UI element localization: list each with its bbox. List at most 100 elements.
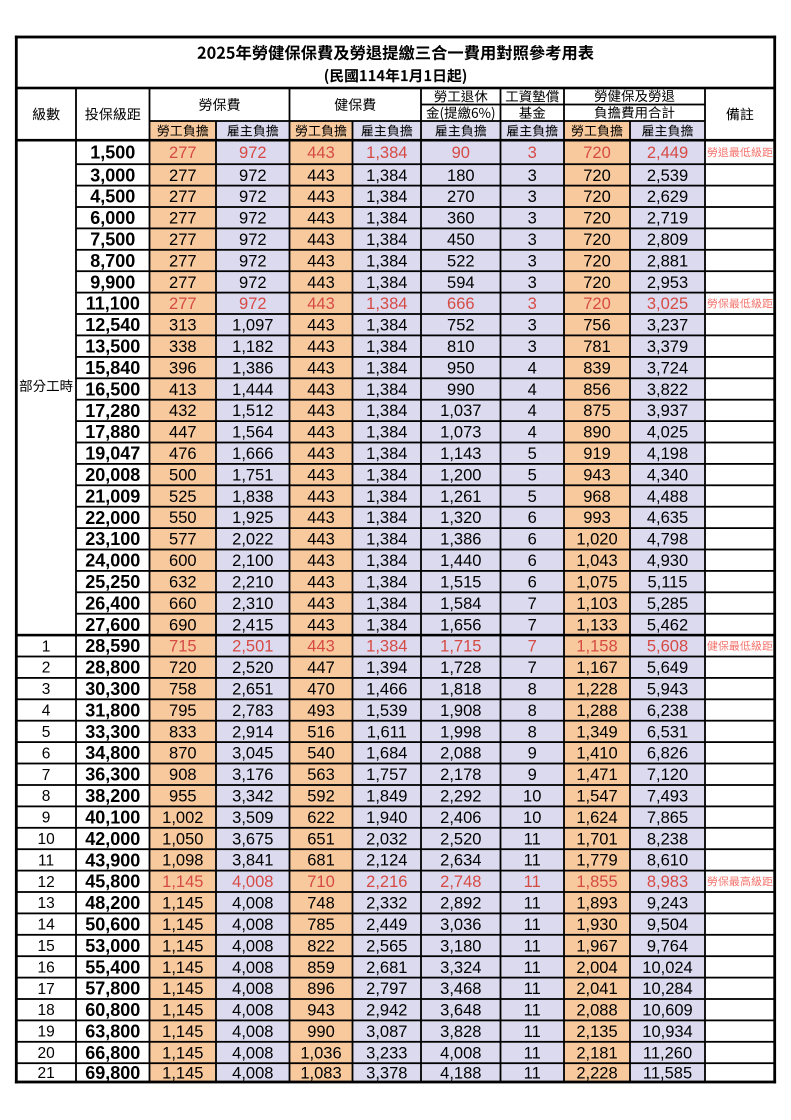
svg-text:1,512: 1,512	[232, 402, 273, 420]
svg-text:1,466: 1,466	[366, 681, 407, 699]
svg-text:1,200: 1,200	[440, 466, 481, 484]
svg-text:443: 443	[307, 488, 335, 506]
svg-text:17: 17	[37, 981, 54, 998]
svg-text:1,075: 1,075	[576, 574, 617, 592]
svg-text:12: 12	[37, 874, 54, 891]
svg-text:48,200: 48,200	[85, 893, 140, 913]
svg-text:11: 11	[524, 959, 541, 977]
svg-text:63,800: 63,800	[85, 1022, 140, 1042]
svg-text:2,210: 2,210	[232, 574, 273, 592]
svg-text:4,008: 4,008	[232, 1044, 273, 1062]
svg-text:2,449: 2,449	[647, 144, 688, 162]
svg-text:1,384: 1,384	[366, 338, 407, 356]
svg-text:450: 450	[447, 231, 475, 249]
svg-text:17,880: 17,880	[85, 422, 140, 442]
svg-text:11: 11	[524, 1002, 541, 1020]
svg-text:50,600: 50,600	[85, 915, 140, 935]
svg-text:21: 21	[37, 1065, 54, 1082]
svg-text:943: 943	[583, 466, 611, 484]
svg-text:443: 443	[307, 595, 335, 613]
svg-text:859: 859	[307, 959, 335, 977]
svg-text:53,000: 53,000	[85, 936, 140, 956]
svg-text:875: 875	[583, 402, 611, 420]
svg-text:8,700: 8,700	[90, 251, 135, 271]
svg-text:470: 470	[307, 681, 335, 699]
svg-text:3: 3	[528, 231, 537, 249]
svg-text:5: 5	[528, 445, 537, 463]
svg-text:1,288: 1,288	[576, 702, 617, 720]
svg-text:6,826: 6,826	[647, 745, 688, 763]
svg-text:1,145: 1,145	[162, 937, 203, 955]
svg-text:2,228: 2,228	[576, 1065, 617, 1083]
svg-text:785: 785	[307, 916, 335, 934]
svg-text:1,103: 1,103	[576, 595, 617, 613]
svg-text:28,800: 28,800	[85, 658, 140, 678]
svg-text:1,998: 1,998	[440, 723, 481, 741]
svg-text:4,008: 4,008	[232, 959, 273, 977]
svg-text:5,285: 5,285	[647, 595, 688, 613]
svg-text:57,800: 57,800	[85, 979, 140, 999]
svg-text:1,133: 1,133	[576, 616, 617, 634]
svg-text:443: 443	[307, 552, 335, 570]
svg-text:1,384: 1,384	[366, 616, 407, 634]
svg-text:2,088: 2,088	[440, 745, 481, 763]
svg-text:1,384: 1,384	[366, 466, 407, 484]
svg-text:33,300: 33,300	[85, 722, 140, 742]
svg-text:443: 443	[307, 402, 335, 420]
svg-text:781: 781	[583, 338, 611, 356]
svg-text:1,684: 1,684	[366, 745, 407, 763]
svg-text:1,384: 1,384	[366, 509, 407, 527]
svg-text:1,043: 1,043	[576, 552, 617, 570]
svg-text:11: 11	[524, 937, 541, 955]
svg-text:651: 651	[307, 830, 335, 848]
svg-text:1,036: 1,036	[300, 1044, 341, 1062]
svg-text:1,384: 1,384	[366, 231, 407, 249]
svg-text:594: 594	[447, 274, 475, 292]
svg-text:972: 972	[239, 188, 267, 206]
svg-text:443: 443	[307, 188, 335, 206]
svg-text:443: 443	[307, 381, 335, 399]
svg-text:447: 447	[169, 424, 197, 442]
svg-text:2,719: 2,719	[647, 210, 688, 228]
svg-text:2,135: 2,135	[576, 1023, 617, 1041]
svg-text:1,564: 1,564	[232, 424, 273, 442]
svg-text:896: 896	[307, 980, 335, 998]
svg-text:2,881: 2,881	[647, 252, 688, 270]
svg-text:277: 277	[169, 167, 197, 185]
svg-text:3,342: 3,342	[232, 788, 273, 806]
svg-text:1,701: 1,701	[576, 830, 617, 848]
svg-text:1,838: 1,838	[232, 488, 273, 506]
svg-text:1,384: 1,384	[366, 531, 407, 549]
svg-text:5: 5	[42, 724, 51, 741]
svg-text:2,004: 2,004	[576, 959, 617, 977]
svg-text:2,501: 2,501	[232, 638, 273, 656]
svg-text:1,145: 1,145	[162, 1002, 203, 1020]
svg-text:3: 3	[528, 317, 537, 335]
svg-text:2,088: 2,088	[576, 1002, 617, 1020]
svg-text:720: 720	[583, 274, 611, 292]
svg-text:1,384: 1,384	[366, 402, 407, 420]
svg-text:4,025: 4,025	[647, 424, 688, 442]
svg-text:11: 11	[524, 1044, 541, 1062]
svg-text:3,237: 3,237	[647, 317, 688, 335]
svg-text:592: 592	[307, 788, 335, 806]
svg-text:476: 476	[169, 445, 197, 463]
svg-text:4,930: 4,930	[647, 552, 688, 570]
svg-text:38,200: 38,200	[85, 786, 140, 806]
svg-text:1,855: 1,855	[576, 873, 617, 891]
svg-text:443: 443	[307, 231, 335, 249]
svg-text:4,500: 4,500	[90, 187, 135, 207]
svg-text:1,002: 1,002	[162, 809, 203, 827]
svg-text:3: 3	[528, 338, 537, 356]
svg-text:1,384: 1,384	[366, 274, 407, 292]
svg-text:1,624: 1,624	[576, 809, 617, 827]
svg-text:2,681: 2,681	[366, 959, 407, 977]
svg-text:1,893: 1,893	[576, 895, 617, 913]
svg-text:972: 972	[239, 231, 267, 249]
svg-text:11: 11	[524, 916, 541, 934]
svg-text:443: 443	[307, 295, 335, 313]
svg-text:3: 3	[528, 252, 537, 270]
svg-text:990: 990	[447, 381, 475, 399]
svg-text:1,471: 1,471	[576, 766, 617, 784]
svg-text:180: 180	[447, 167, 475, 185]
